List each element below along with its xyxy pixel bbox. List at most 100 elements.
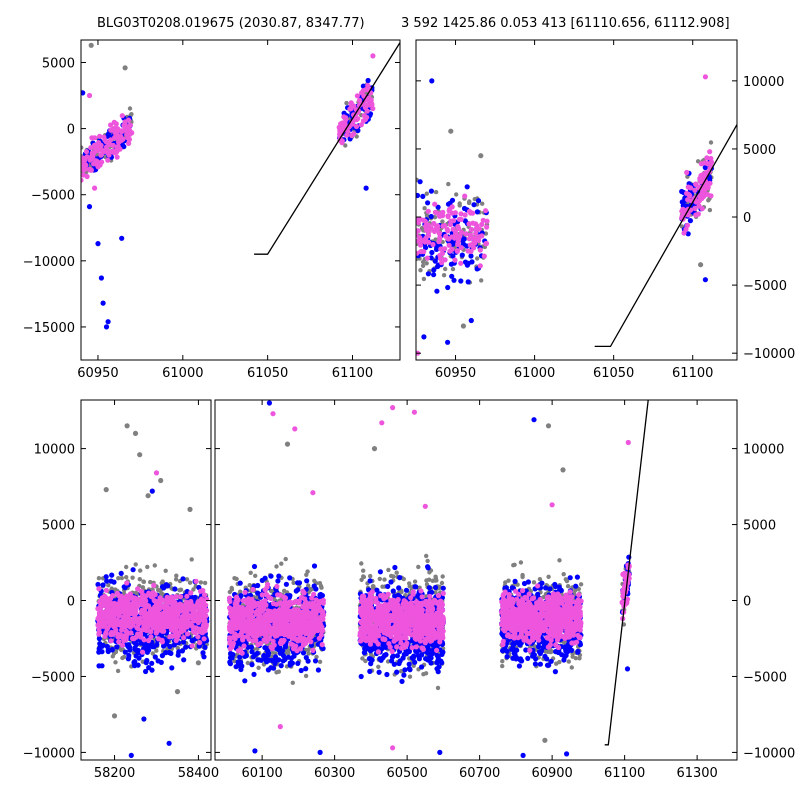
point-magenta	[99, 147, 105, 153]
point-magenta	[116, 139, 122, 145]
point-grey	[291, 580, 296, 585]
point-magenta	[347, 106, 353, 112]
point-magenta	[98, 598, 104, 604]
point-magenta	[138, 627, 145, 634]
point-magenta	[127, 617, 133, 623]
point-magenta	[195, 619, 201, 626]
point-blue	[130, 567, 136, 573]
point-grey	[106, 583, 111, 588]
point-magenta	[195, 634, 201, 640]
point-grey	[274, 564, 279, 569]
point-magenta	[191, 613, 197, 619]
x-tick-label: 58200	[94, 766, 135, 781]
point-magenta	[161, 616, 167, 622]
point-magenta	[146, 616, 152, 623]
point-magenta	[92, 135, 98, 141]
point-magenta	[702, 160, 708, 166]
point-magenta	[471, 236, 477, 242]
point-magenta	[102, 633, 108, 639]
point-grey	[145, 564, 150, 570]
point-magenta	[127, 122, 133, 128]
point-magenta	[126, 140, 132, 146]
point-magenta	[178, 594, 184, 600]
point-blue	[146, 665, 152, 671]
y-tick-label: 0	[743, 211, 751, 226]
point-magenta	[416, 238, 421, 244]
point-magenta	[144, 603, 150, 610]
point-magenta	[701, 193, 707, 200]
point-magenta	[83, 162, 89, 168]
point-magenta	[442, 257, 448, 263]
outlier-point	[81, 90, 86, 96]
point-magenta	[445, 213, 451, 219]
point-magenta	[117, 598, 123, 604]
point-magenta	[143, 620, 149, 626]
point-grey	[427, 570, 432, 575]
point-blue	[237, 654, 243, 660]
point-magenta	[685, 184, 691, 190]
point-grey	[129, 112, 134, 117]
point-blue	[311, 563, 318, 569]
point-blue	[416, 192, 421, 199]
y-tick-label: −10000	[23, 255, 75, 270]
point-grey	[152, 563, 157, 568]
x-tick-label: 61100	[672, 366, 713, 381]
point-grey	[565, 584, 571, 589]
point-blue	[367, 668, 373, 675]
point-grey	[454, 192, 459, 197]
point-blue	[268, 665, 274, 671]
y-tick-label: 10000	[34, 443, 75, 458]
point-magenta	[483, 240, 490, 247]
point-magenta	[121, 603, 127, 609]
point-grey	[202, 580, 208, 586]
point-grey	[191, 587, 196, 592]
point-grey	[557, 659, 562, 665]
point-grey	[564, 578, 570, 584]
point-grey	[304, 572, 309, 577]
point-magenta	[362, 116, 369, 122]
point-blue	[449, 197, 456, 203]
point-magenta	[83, 149, 90, 155]
point-magenta	[432, 209, 438, 215]
point-grey	[441, 273, 447, 278]
point-grey	[503, 580, 508, 585]
point-magenta	[144, 611, 150, 617]
point-magenta	[456, 216, 462, 222]
point-blue	[275, 578, 281, 584]
point-grey	[303, 673, 309, 679]
point-blue	[164, 639, 170, 645]
points	[416, 74, 715, 356]
point-grey	[506, 578, 511, 583]
point-magenta	[426, 239, 432, 245]
point-magenta	[161, 628, 167, 634]
point-magenta	[416, 250, 420, 256]
point-magenta	[128, 630, 134, 636]
point-grey	[361, 568, 366, 573]
point-blue	[434, 288, 440, 294]
point-blue	[132, 659, 138, 665]
outlier-point	[187, 506, 193, 512]
point-blue	[432, 258, 438, 264]
point-blue	[300, 650, 307, 656]
point-magenta	[684, 169, 690, 176]
point-grey	[359, 577, 364, 582]
outlier-point	[111, 713, 118, 719]
points	[226, 400, 632, 759]
point-magenta	[454, 248, 460, 254]
point-grey	[133, 562, 138, 567]
point-blue	[228, 650, 234, 657]
point-magenta	[95, 164, 101, 170]
point-grey	[150, 651, 155, 656]
point-grey	[561, 572, 566, 577]
point-magenta	[339, 138, 345, 144]
point-grey	[245, 660, 250, 666]
point-magenta	[118, 622, 124, 629]
point-blue	[169, 665, 175, 671]
point-blue	[287, 575, 293, 581]
point-grey	[306, 651, 311, 656]
point-grey	[421, 672, 426, 677]
point-magenta	[201, 592, 208, 598]
point-magenta	[119, 113, 125, 119]
point-grey	[435, 685, 441, 691]
